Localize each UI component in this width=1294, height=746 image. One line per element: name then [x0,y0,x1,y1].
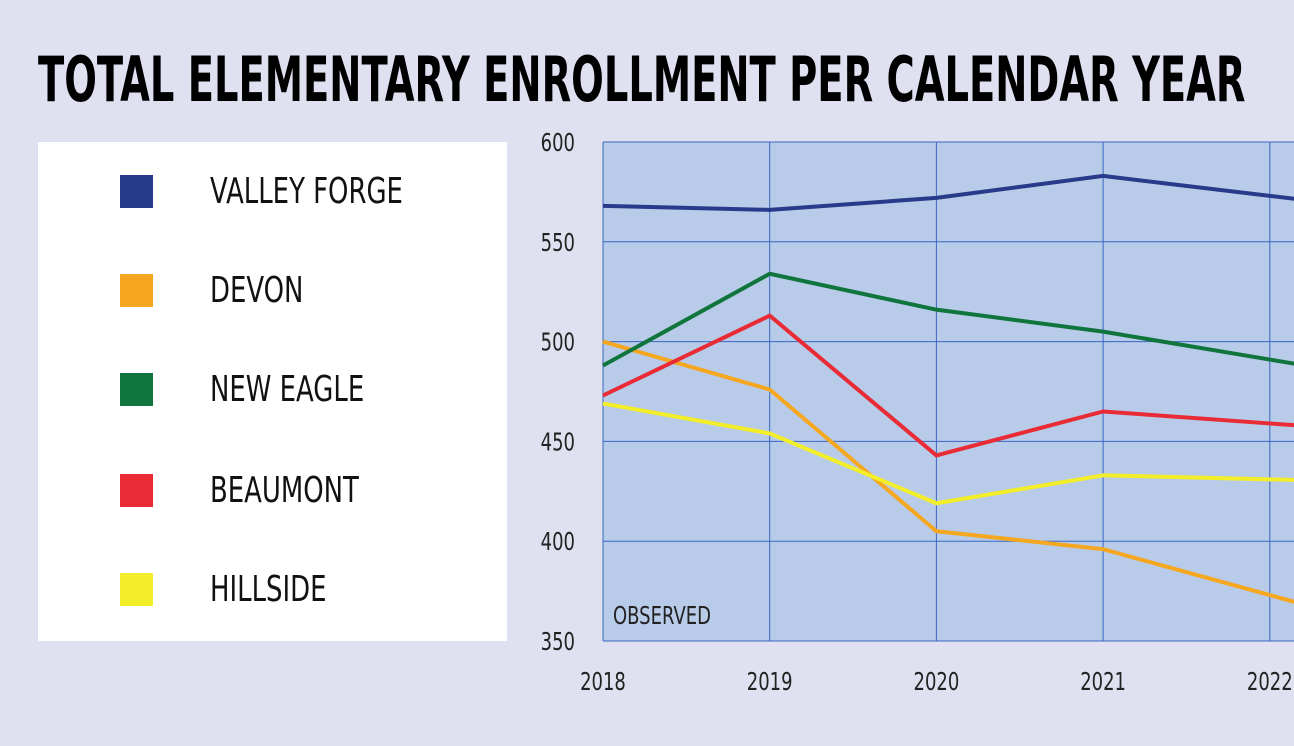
y-tick-label-400: 400 [541,528,575,557]
series-line-devon [602,339,1294,604]
legend-label-devon: DEVON [210,270,304,311]
plot-area [603,142,1294,641]
legend-item-new-eagle: NEW EAGLE [38,360,507,420]
series-line-hillside [602,401,1294,506]
y-tick-label-500: 500 [541,329,575,358]
legend-swatch-beaumont [120,474,153,507]
legend-item-beaumont: BEAUMONT [38,461,507,521]
x-tick-label-2022: 2022 [1247,668,1293,697]
y-tick-label-600: 600 [541,129,575,158]
y-tick-label-350: 350 [541,628,575,657]
legend-item-valley-forge: VALLEY FORGE [38,162,507,222]
series-line-new-eagle [602,271,1294,368]
y-tick-label-450: 450 [541,429,575,458]
legend-item-hillside: HILLSIDE [38,560,507,620]
legend-swatch-valley-forge [120,175,153,208]
x-tick-label-2020: 2020 [914,668,960,697]
series-line-valley-forge [602,173,1294,212]
x-tick-label-2021: 2021 [1080,668,1126,697]
y-tick-label-550: 550 [541,229,575,258]
legend-swatch-hillside [120,573,153,606]
legend-label-valley-forge: VALLEY FORGE [210,171,403,212]
legend-swatch-devon [120,274,153,307]
chart-title: TOTAL ELEMENTARY ENROLLMENT PER CALENDAR… [38,43,1246,116]
legend-item-devon: DEVON [38,261,507,321]
legend-label-hillside: HILLSIDE [210,569,327,610]
observed-annotation: OBSERVED [613,602,711,631]
x-tick-label-2019: 2019 [747,668,793,697]
legend-label-beaumont: BEAUMONT [210,470,359,511]
legend-label-new-eagle: NEW EAGLE [210,369,365,410]
series-line-beaumont [602,313,1294,458]
x-tick-label-2018: 2018 [580,668,626,697]
legend-swatch-new-eagle [120,373,153,406]
legend: VALLEY FORGE DEVON NEW EAGLE BEAUMONT HI… [38,142,507,641]
